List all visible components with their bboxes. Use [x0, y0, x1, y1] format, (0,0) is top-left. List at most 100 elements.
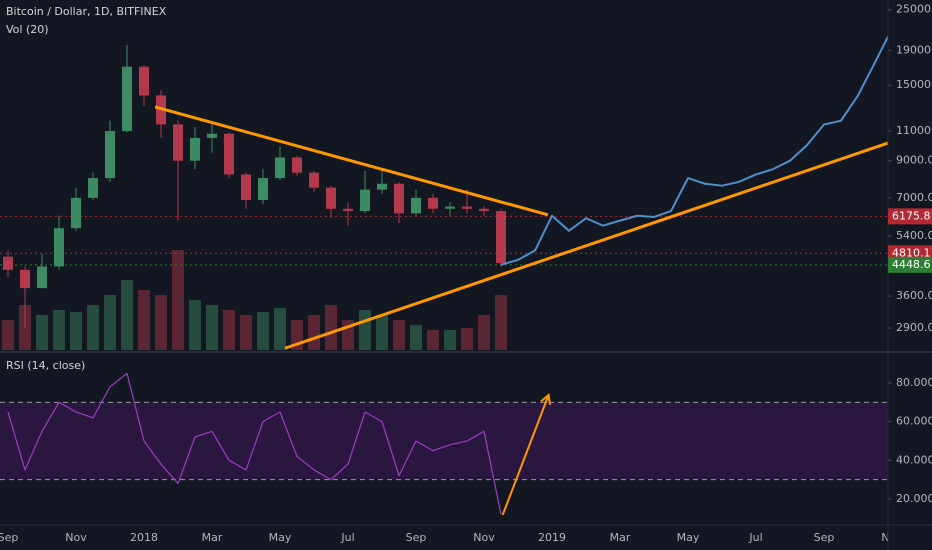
y-tick-label: 20.0000: [896, 492, 932, 505]
volume-bar: [427, 330, 439, 350]
y-tick-label: 19000.0: [896, 43, 932, 56]
price-badge-label: 4448.6: [892, 258, 931, 271]
x-tick-label: Nov: [473, 531, 495, 544]
plot-area: Sep Nov 2018 Mar May Jul Sep Nov 2019 Mar May Jul Se…: [0, 28, 903, 544]
candle-body: [496, 211, 506, 264]
candle-body: [37, 266, 47, 289]
volume-bar: [461, 328, 473, 350]
price-axis-bg: [888, 0, 932, 550]
x-tick-label: Sep: [814, 531, 835, 544]
candle-body: [292, 157, 302, 173]
candle-body: [173, 124, 183, 161]
x-tick-label: May: [269, 531, 292, 544]
rsi-title: RSI (14, close): [6, 359, 85, 372]
volume-bar: [206, 305, 218, 350]
candle-body: [445, 206, 455, 209]
trend-line: [154, 105, 549, 217]
y-tick-label: 60.0000: [896, 415, 932, 428]
volume-bar: [87, 305, 99, 350]
x-tick-label: 2019: [538, 531, 566, 544]
y-tick-label: 5400.0: [896, 229, 932, 242]
volume-bar: [376, 315, 388, 350]
candle-body: [71, 197, 81, 229]
candle-body: [3, 256, 13, 270]
candle-body: [190, 137, 200, 161]
volume-bar: [495, 295, 507, 350]
candle-body: [309, 172, 319, 188]
x-tick-label: May: [677, 531, 700, 544]
y-tick-label: 15000.0: [896, 78, 932, 91]
volume-bar: [223, 310, 235, 350]
candle-body: [207, 133, 217, 138]
candle-body: [122, 66, 132, 132]
volume-bar: [359, 310, 371, 350]
volume-title: Vol (20): [6, 23, 49, 36]
candle-body: [479, 208, 489, 212]
volume-bar: [444, 330, 456, 350]
y-tick-label: 25000.0: [896, 3, 932, 16]
y-tick-label: 80.0000: [896, 376, 932, 389]
candle-body: [258, 178, 268, 200]
volume-bar: [172, 250, 184, 350]
x-tick-label: Jul: [340, 531, 354, 544]
price-badge-label: 6175.8: [892, 209, 931, 222]
arrow-line: [501, 394, 550, 516]
volume-bar: [2, 320, 14, 350]
y-tick-label: 11000.0: [896, 124, 932, 137]
x-tick-label: Sep: [406, 531, 427, 544]
y-tick-label: 40.0000: [896, 453, 932, 466]
y-tick-label: 7000.0: [896, 191, 932, 204]
price-badge: [888, 256, 932, 273]
x-tick-label: Mar: [610, 531, 631, 544]
candle-body: [360, 189, 370, 212]
y-tick-label: 3600.0: [896, 289, 932, 302]
volume-bar: [410, 325, 422, 350]
candle-body: [462, 206, 472, 209]
volume-bar: [189, 300, 201, 350]
volume-bar: [478, 315, 490, 350]
price-badge: [888, 208, 932, 225]
candle-body: [224, 133, 234, 175]
candle-body: [394, 183, 404, 214]
volume-bar: [155, 295, 167, 350]
chart-title: Bitcoin / Dollar, 1D, BITFINEX: [6, 5, 167, 18]
x-tick-label: Mar: [202, 531, 223, 544]
volume-bar: [53, 310, 65, 350]
volume-bar: [36, 315, 48, 350]
volume-bar: [308, 315, 320, 350]
rsi-band: [0, 402, 888, 480]
volume-bar: [138, 290, 150, 350]
volume-bar: [325, 305, 337, 350]
volume-bar: [274, 308, 286, 350]
arrow-head: [540, 393, 551, 406]
candle-body: [428, 197, 438, 209]
candle-body: [20, 269, 30, 289]
volume-bar: [121, 280, 133, 350]
volume-bar: [240, 315, 252, 350]
series-line: [7, 372, 502, 515]
series-line: [500, 28, 893, 266]
y-tick-label: 9000.0: [896, 154, 932, 167]
x-tick-label: Nov: [65, 531, 87, 544]
candle-body: [326, 187, 336, 209]
volume-bar: [393, 320, 405, 350]
candle-body: [343, 208, 353, 212]
price-badge-label: 4810.1: [892, 246, 931, 259]
candle-body: [54, 228, 64, 267]
trend-line: [284, 141, 889, 350]
candle-body: [139, 66, 149, 96]
x-tick-label: 2018: [130, 531, 158, 544]
candle-body: [105, 131, 115, 179]
candle-body: [377, 183, 387, 190]
y-tick-label: 2900.0: [896, 321, 932, 334]
candle-body: [411, 197, 421, 214]
volume-bar: [70, 312, 82, 350]
volume-bar: [104, 295, 116, 350]
candle-body: [88, 178, 98, 198]
x-tick-label: Sep: [0, 531, 18, 544]
axes: 25000.0 19000.0 15000.0 11000.0 9000.0 7000.0…: [888, 3, 932, 505]
x-tick-label: Jul: [748, 531, 762, 544]
candle-body: [241, 174, 251, 200]
